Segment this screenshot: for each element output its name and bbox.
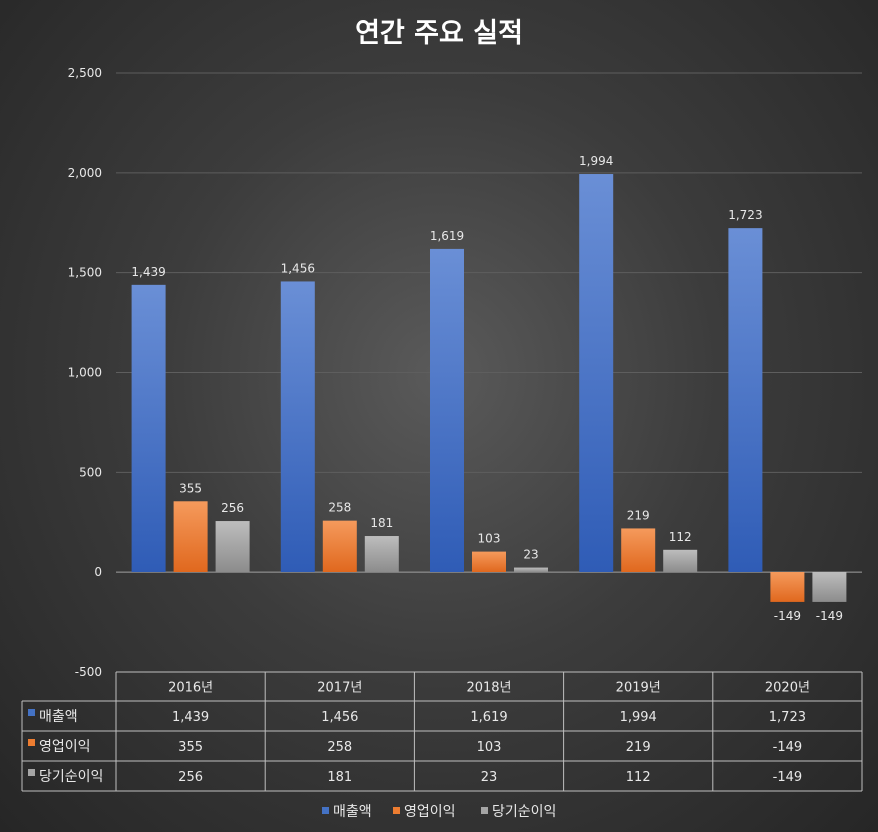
table-row-label: 매출액 [39,709,78,725]
data-label: 1,439 [131,265,165,279]
legend-swatch [322,807,329,814]
bar [131,284,166,572]
y-axis: -500 0 500 1,000 1,500 2,000 2,500 [68,66,102,679]
bar [770,572,805,602]
y-tick-label: 1,500 [68,266,102,280]
bar [364,536,399,572]
table-cell: 181 [327,770,352,785]
data-label: -149 [816,609,843,623]
data-label: 1,619 [430,229,464,243]
legend[interactable]: 매출액 영업이익 당기순이익 [322,804,556,820]
y-tick-label: 500 [79,465,102,479]
data-label: 1,994 [579,154,613,168]
bar [579,174,614,573]
bar [472,551,506,572]
data-label: 258 [328,501,351,515]
bar [663,549,698,572]
data-label: 112 [669,530,692,544]
bar [215,521,250,572]
bar [322,520,357,572]
table-cell: 219 [626,740,651,755]
y-tick-label: 1,000 [68,366,102,380]
table-header-cell: 2017년 [317,681,362,696]
table-header-cell: 2016년 [168,681,213,696]
data-label: -149 [774,609,801,623]
data-label: 181 [370,516,393,530]
data-labels: 1,439 355 256 1,456 258 181 1,619 103 23 1,994 219… [131,154,843,623]
bars [131,174,847,602]
table-cell: 1,723 [769,710,806,725]
gridlines [116,72,862,573]
table-header-cell: 2018년 [466,681,511,696]
table-cell: 258 [327,740,352,755]
data-label: 1,723 [728,208,762,222]
bar [430,248,464,573]
table-cell: 103 [477,740,502,755]
table-cell: 1,439 [172,710,209,725]
legend-label: 매출액 [333,804,372,820]
legend-key [28,739,35,746]
legend-key [28,709,35,716]
table-cell: -149 [773,770,803,785]
bar [812,572,847,602]
legend-swatch [393,807,400,814]
bar [514,567,548,572]
table-row-label: 당기순이익 [39,769,103,785]
legend-swatch [481,807,488,814]
table-cell: 23 [481,770,498,785]
data-label: 23 [523,548,538,562]
table-cell: 355 [178,740,203,755]
table-header-cell: 2020년 [765,681,810,696]
table-cell: 1,994 [620,710,657,725]
bar [621,528,656,572]
data-label: 219 [627,508,650,522]
data-label: 1,456 [281,261,315,275]
y-tick-label: 2,000 [68,166,102,180]
chart-title: 연간 주요 실적 [355,18,523,49]
table-cell: 1,619 [470,710,507,725]
data-label: 256 [221,501,244,515]
table-row-label: 영업이익 [39,739,91,755]
data-label: 355 [179,481,202,495]
table-header-cell: 2019년 [616,681,661,696]
bar [173,501,208,572]
legend-label: 영업이익 [404,804,456,820]
data-label: 103 [478,532,501,546]
table-cell: 1,456 [321,710,358,725]
legend-key [28,769,35,776]
legend-label: 당기순이익 [492,804,556,820]
bar [280,281,315,572]
table-cell: 256 [178,770,203,785]
y-tick-label: 0 [94,565,102,579]
y-tick-label: -500 [75,665,102,679]
bar [728,228,763,573]
table-cell: -149 [773,740,803,755]
table-cell: 112 [626,770,651,785]
y-tick-label: 2,500 [68,66,102,80]
